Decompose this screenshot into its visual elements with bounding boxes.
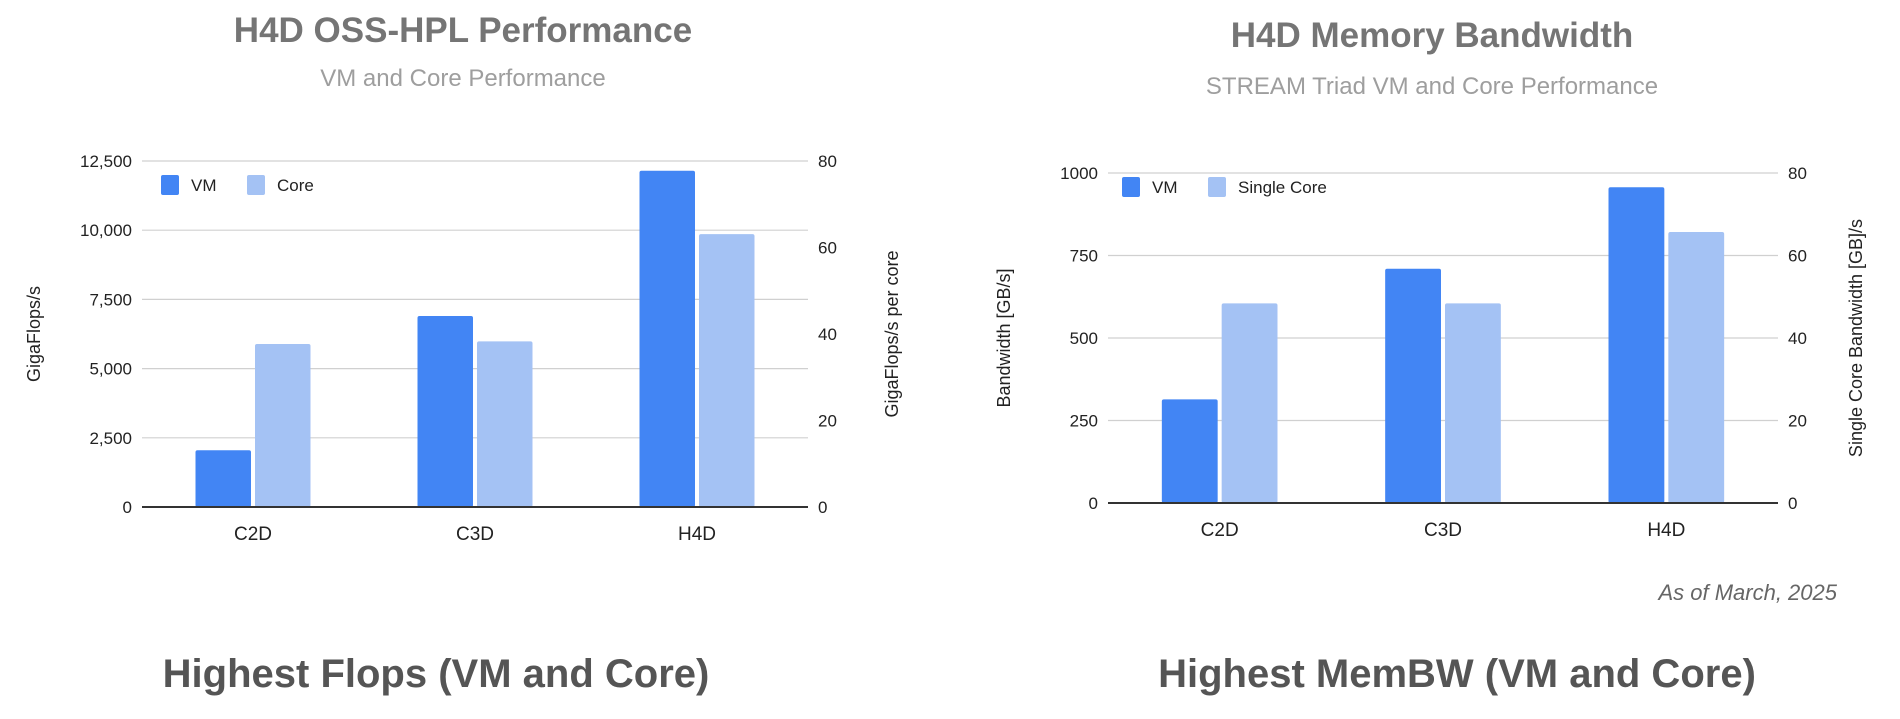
chart1-ytick-right: 0 (818, 498, 827, 517)
chart2-ytick-right: 60 (1788, 247, 1807, 266)
chart1-legend-swatch (247, 175, 265, 195)
chart2-legend-label: VM (1152, 178, 1178, 197)
chart1-legend-label: Core (277, 176, 314, 195)
chart1-ytick-right: 40 (818, 325, 837, 344)
chart2-bar-single-core (1221, 303, 1278, 503)
chart1-title: H4D OSS-HPL Performance (234, 11, 692, 50)
chart2-bar-single-core (1668, 231, 1725, 504)
chart2-ytick-left: 750 (1070, 247, 1098, 266)
chart2-legend-swatch (1208, 177, 1226, 197)
chart2-category-label: C2D (1201, 520, 1239, 541)
chart2-ytick-right: 0 (1788, 494, 1797, 513)
chart1-ytick-left: 0 (123, 498, 132, 517)
chart1-legend-swatch (161, 175, 179, 195)
chart2-bar-vm (1608, 187, 1665, 503)
chart2-ylabel-right: Single Core Bandwidth [GB]/s (1846, 219, 1866, 457)
chart1-ylabel-right: GigaFlops/s per core (882, 250, 902, 417)
date-note: As of March, 2025 (1658, 580, 1837, 606)
chart2-bar-single-core (1445, 303, 1501, 503)
chart1-ytick-left: 7,500 (89, 290, 132, 309)
chart1-ytick-right: 60 (818, 239, 837, 258)
chart2-legend-label: Single Core (1238, 178, 1327, 197)
chart1-bar-core (255, 343, 311, 507)
chart2-ytick-right: 20 (1788, 412, 1807, 431)
chart1-ytick-left: 10,000 (80, 221, 132, 240)
chart1-category-label: H4D (678, 524, 716, 545)
chart2-ytick-left: 0 (1089, 494, 1098, 513)
chart2-ylabel-left: Bandwidth [GB/s] (994, 268, 1014, 407)
chart2-caption: Highest MemBW (VM and Core) (1158, 652, 1756, 696)
chart2-title: H4D Memory Bandwidth (1231, 16, 1634, 55)
chart2-category-label: H4D (1647, 520, 1685, 541)
chart2-ytick-right: 80 (1788, 164, 1807, 183)
chart2-ytick-left: 500 (1070, 329, 1098, 348)
chart2-bar-vm (1385, 268, 1441, 503)
chart2-ytick-left: 250 (1070, 412, 1098, 431)
chart1-ytick-left: 2,500 (89, 429, 132, 448)
chart2-bar-vm (1161, 399, 1218, 503)
chart2-ytick-right: 40 (1788, 329, 1807, 348)
chart1-ytick-left: 5,000 (89, 360, 132, 379)
chart1-category-label: C2D (234, 524, 272, 545)
chart2-ytick-left: 1000 (1060, 164, 1098, 183)
chart2-legend-swatch (1122, 177, 1140, 197)
chart1-bar-core (699, 234, 755, 507)
chart1-ylabel-left: GigaFlops/s (24, 286, 44, 382)
chart1-ytick-left: 12,500 (80, 152, 132, 171)
chart1-legend-label: VM (191, 176, 217, 195)
chart1-ytick-right: 80 (818, 152, 837, 171)
chart1-bar-vm (417, 316, 473, 507)
chart1-category-label: C3D (456, 524, 494, 545)
chart1-bar-vm (195, 450, 251, 507)
date-note-text: As of March, 2025 (1658, 580, 1837, 605)
chart2-category-label: C3D (1424, 520, 1462, 541)
chart1-caption: Highest Flops (VM and Core) (163, 652, 710, 696)
chart1-ytick-right: 20 (818, 412, 837, 431)
chart1-subtitle: VM and Core Performance (320, 65, 605, 92)
chart1-bar-vm (639, 170, 695, 508)
chart1-bar-core (477, 341, 533, 507)
chart2-subtitle: STREAM Triad VM and Core Performance (1206, 73, 1658, 100)
